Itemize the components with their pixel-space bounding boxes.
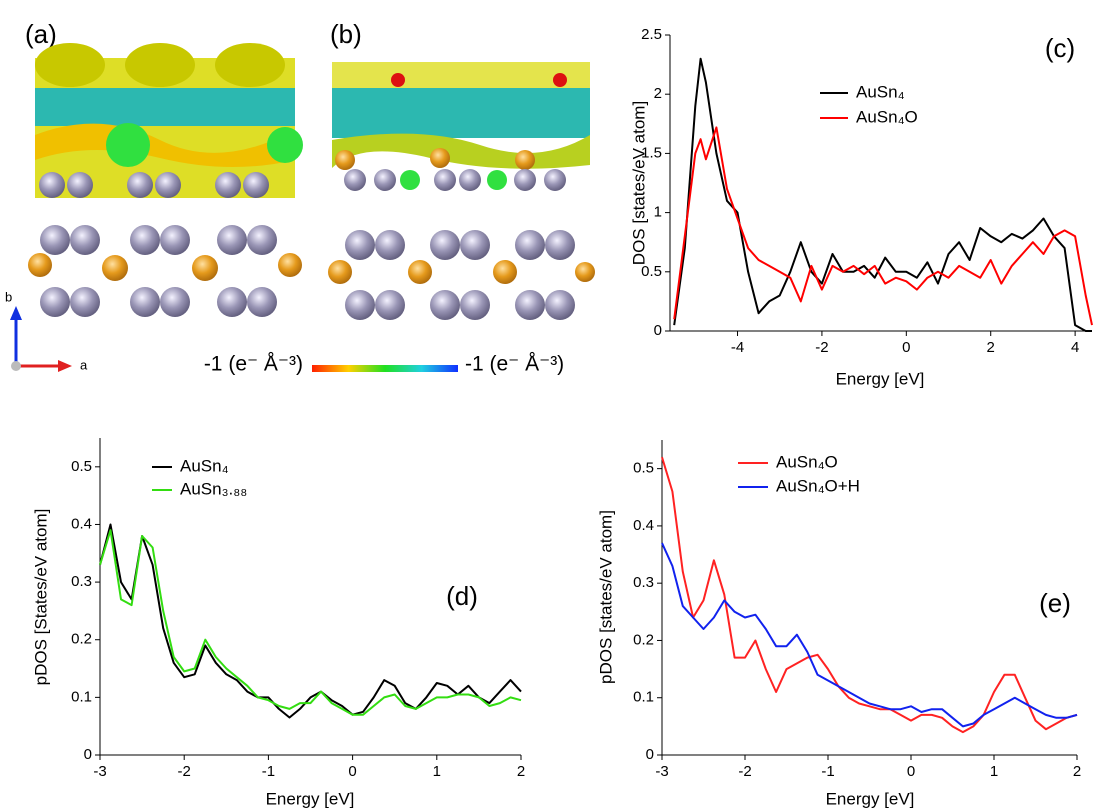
triad-label: b — [5, 289, 12, 304]
y-axis-title: pDOS [states/eV atom] — [596, 510, 615, 684]
x-tick-label: 4 — [1071, 339, 1079, 356]
x-tick-label: -2 — [178, 763, 191, 780]
triad-label: a — [80, 357, 88, 372]
legend-label: AuSn₄ — [180, 456, 229, 475]
panel-label: (a) — [25, 19, 57, 49]
y-tick-label: 0.4 — [633, 517, 654, 534]
y-tick-label: 0.1 — [633, 689, 654, 706]
x-tick-label: 2 — [987, 339, 995, 356]
x-tick-label: 1 — [990, 763, 998, 780]
x-tick-label: -1 — [821, 763, 834, 780]
x-tick-label: 2 — [517, 763, 525, 780]
x-axis-title: Energy [eV] — [826, 789, 915, 808]
y-axis-title: DOS [states/eV atom] — [629, 101, 648, 265]
x-tick-label: -1 — [262, 763, 275, 780]
panel-label: (e) — [1039, 588, 1071, 618]
x-tick-label: 1 — [433, 763, 441, 780]
x-axis-title: Energy [eV] — [836, 369, 925, 388]
y-axis-title: pDOS [States/eV atom] — [31, 509, 50, 686]
x-tick-label: 0 — [902, 339, 910, 356]
legend-label: AuSn₄O — [856, 107, 918, 126]
legend-label: AuSn₄ — [856, 82, 905, 101]
x-tick-label: -3 — [93, 763, 106, 780]
x-tick-label: -2 — [815, 339, 828, 356]
y-tick-label: 0.5 — [71, 458, 92, 475]
x-tick-label: -2 — [738, 763, 751, 780]
y-tick-label: 0.4 — [71, 515, 92, 532]
series-line — [673, 126, 1093, 326]
y-tick-label: 0.3 — [633, 574, 654, 591]
x-axis-title: Energy [eV] — [266, 789, 355, 808]
y-tick-label: 0.1 — [71, 688, 92, 705]
y-tick-label: 0.3 — [71, 573, 92, 590]
x-tick-label: 2 — [1073, 763, 1081, 780]
y-tick-label: 0 — [654, 322, 662, 339]
panel-label: (c) — [1045, 33, 1075, 63]
x-tick-label: -4 — [731, 339, 744, 356]
y-tick-label: 2.5 — [641, 26, 662, 43]
x-tick-label: 0 — [348, 763, 356, 780]
y-tick-label: 1.5 — [641, 144, 662, 161]
y-tick-label: 2 — [654, 85, 662, 102]
panel-label: (d) — [446, 581, 478, 611]
axes-triad — [10, 306, 72, 372]
legend-label: AuSn₃.₈₈ — [180, 479, 247, 498]
colorbar — [312, 365, 458, 372]
x-tick-label: 0 — [907, 763, 915, 780]
y-tick-label: 0.2 — [633, 631, 654, 648]
y-tick-label: 0.5 — [633, 460, 654, 477]
structure-b — [328, 62, 595, 320]
y-tick-label: 0 — [646, 746, 654, 763]
structure-a — [28, 43, 303, 317]
series-line — [661, 542, 1078, 728]
y-tick-label: 0.2 — [71, 631, 92, 648]
series-line — [99, 529, 522, 716]
colorbar-label: -1 (e⁻ Å⁻³) — [465, 353, 564, 376]
panel-label: (b) — [330, 19, 362, 49]
legend-label: AuSn₄O+H — [776, 476, 860, 495]
series-line — [99, 523, 522, 719]
x-tick-label: -3 — [655, 763, 668, 780]
series-line — [661, 456, 1078, 734]
colorbar-label: -1 (e⁻ Å⁻³) — [204, 353, 303, 376]
legend-label: AuSn₄O — [776, 452, 838, 471]
y-tick-label: 1 — [654, 204, 662, 221]
y-tick-label: 0.5 — [641, 263, 662, 280]
y-tick-label: 0 — [84, 746, 92, 763]
